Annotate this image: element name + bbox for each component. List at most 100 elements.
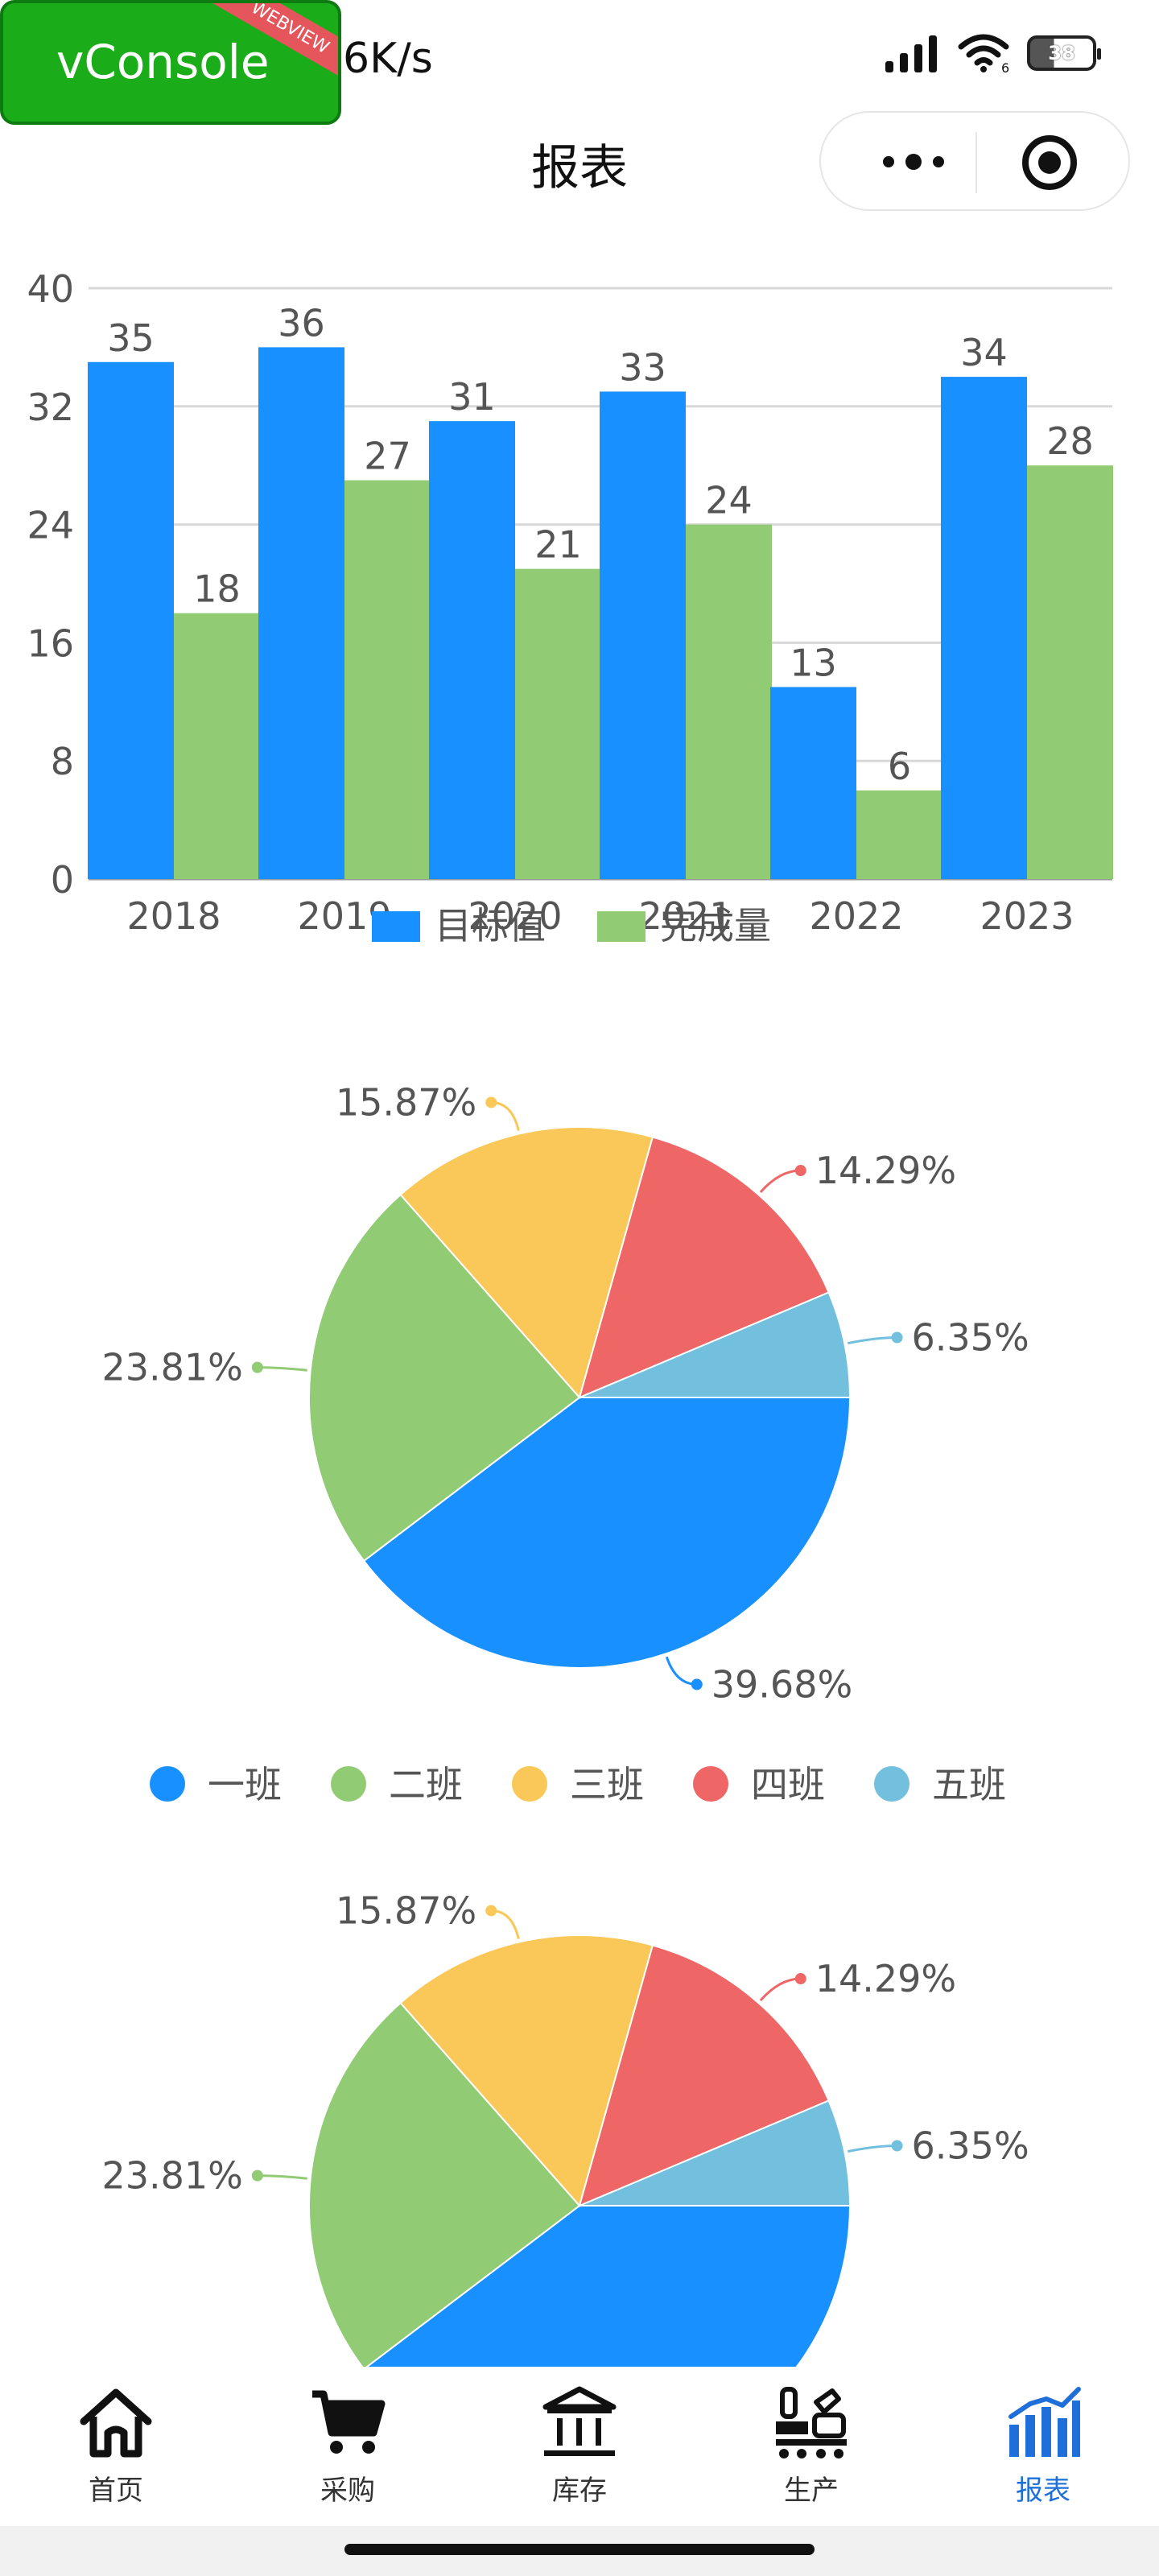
pie-leader-line	[491, 1100, 520, 1131]
pie-chart-1: 39.68% 23.81% 15.87% 14.29% 6.35% 一班 二班 三班 四班 五班	[101, 1080, 1029, 1806]
legend-label: 二班	[389, 1763, 463, 1806]
battery-icon: 38	[1027, 35, 1101, 71]
y-tick-label: 16	[27, 621, 74, 665]
factory-icon	[776, 2387, 847, 2458]
pie-slice	[578, 1136, 830, 1399]
mini-program-capsule	[819, 111, 1130, 211]
more-button[interactable]	[869, 142, 958, 182]
pie-slice	[579, 2099, 852, 2207]
x-tick-label: 2023	[980, 894, 1074, 938]
bar-value-label: 24	[705, 479, 753, 522]
pie-leader-dot	[891, 2140, 903, 2152]
pie-leader-line	[759, 1169, 801, 1194]
tab-report-label: 报表	[1016, 2475, 1070, 2507]
pie-leader-dot	[485, 1096, 497, 1108]
pie-leader-dot	[891, 1331, 903, 1344]
tab-production[interactable]: 生产	[731, 2383, 892, 2520]
y-tick-label: 24	[27, 504, 74, 547]
legend-label: 五班	[932, 1763, 1006, 1806]
bar	[686, 524, 772, 879]
pie-leader-dot	[251, 2169, 263, 2182]
x-tick-label: 2021	[638, 894, 732, 938]
tab-inventory[interactable]: 库存	[499, 2383, 660, 2520]
pie-value-label: 23.81%	[101, 2154, 242, 2198]
legend-marker	[512, 1766, 547, 1802]
pie-slice	[362, 1397, 852, 1669]
battery-level: 38	[1048, 42, 1075, 64]
bar-value-label: 21	[534, 523, 582, 567]
vconsole-button[interactable]: vConsole WEBVIEW	[0, 0, 341, 125]
tab-production-label: 生产	[784, 2475, 839, 2507]
legend-marker	[874, 1766, 909, 1802]
bar-value-label: 31	[448, 375, 496, 419]
home-icon	[80, 2388, 152, 2458]
close-target-icon[interactable]	[1022, 135, 1077, 190]
bar	[174, 613, 260, 879]
bar-value-label: 28	[1046, 419, 1094, 463]
legend-marker	[331, 1766, 366, 1802]
wifi-icon: 6	[958, 34, 1009, 74]
bank-icon	[542, 2386, 617, 2456]
legend-label: 目标值	[435, 904, 546, 947]
pie-value-label: 15.87%	[336, 1889, 476, 1932]
legend-marker	[693, 1766, 728, 1802]
y-tick-label: 0	[51, 858, 74, 902]
bar-value-label: 36	[278, 301, 325, 345]
x-tick-label: 2018	[126, 894, 221, 938]
tab-purchase[interactable]: 采购	[267, 2383, 428, 2520]
page-title: 报表	[531, 140, 628, 196]
pie-value-label: 6.35%	[912, 2124, 1029, 2167]
pie-value-label: 39.68%	[711, 1662, 852, 1706]
bar	[515, 568, 601, 879]
bar	[429, 421, 515, 879]
pie-leader-line	[257, 1366, 307, 1372]
pie-slice	[362, 2205, 852, 2383]
bar-value-label: 6	[888, 745, 911, 788]
pie-slice	[578, 1944, 830, 2207]
y-tick-label: 32	[27, 386, 74, 429]
bar	[1027, 465, 1113, 879]
bar	[258, 347, 344, 879]
cart-icon	[312, 2390, 386, 2454]
vconsole-label: vConsole	[56, 35, 270, 89]
pie-slice	[579, 1291, 852, 1398]
bar	[600, 391, 686, 879]
pie-value-label: 23.81%	[101, 1346, 242, 1389]
pie-leader-line	[759, 1977, 801, 2002]
pie-value-label: 14.29%	[815, 1149, 956, 1192]
bar-value-label: 35	[107, 316, 155, 360]
pie-chart-2: 39.68%23.81%15.87%14.29%6.35%	[101, 1889, 1029, 2383]
bar	[344, 480, 431, 879]
pie-leader-dot	[794, 1973, 806, 1985]
pie-leader-line	[257, 2174, 307, 2180]
bar-value-label: 18	[193, 568, 241, 611]
legend-swatch	[372, 911, 420, 942]
pie-leader-line	[847, 2144, 897, 2153]
tab-home[interactable]: 首页	[35, 2383, 196, 2520]
legend-marker	[150, 1766, 185, 1802]
legend-swatch	[597, 911, 645, 942]
bar	[770, 687, 856, 879]
tab-bar: 首页 采购 库存 生产	[0, 2367, 1159, 2536]
capsule-divider	[975, 132, 977, 193]
y-tick-label: 40	[27, 267, 74, 311]
tab-report[interactable]: 报表	[963, 2383, 1124, 2520]
pie-leader-line	[847, 1335, 897, 1345]
tab-home-label: 首页	[89, 2475, 143, 2507]
pie-slice	[308, 1193, 581, 1563]
home-indicator	[344, 2544, 815, 2555]
pie-slice	[399, 1934, 654, 2208]
pie-leader-dot	[485, 1905, 497, 1917]
legend-label: 一班	[208, 1763, 282, 1806]
signal-icon	[885, 35, 937, 72]
pie-value-label: 6.35%	[912, 1315, 1029, 1359]
bar-value-label: 13	[790, 641, 837, 684]
pie-leader-line	[665, 1656, 697, 1686]
tab-purchase-label: 采购	[320, 2475, 375, 2507]
pie-leader-dot	[251, 1361, 263, 1373]
tab-inventory-label: 库存	[552, 2475, 607, 2507]
pie-slice	[399, 1126, 654, 1400]
bar-value-label: 27	[364, 435, 411, 478]
wifi-sub-label: 6	[1001, 60, 1009, 74]
bar-chart: 0816243240351820183627201931212020332420…	[27, 267, 1113, 947]
